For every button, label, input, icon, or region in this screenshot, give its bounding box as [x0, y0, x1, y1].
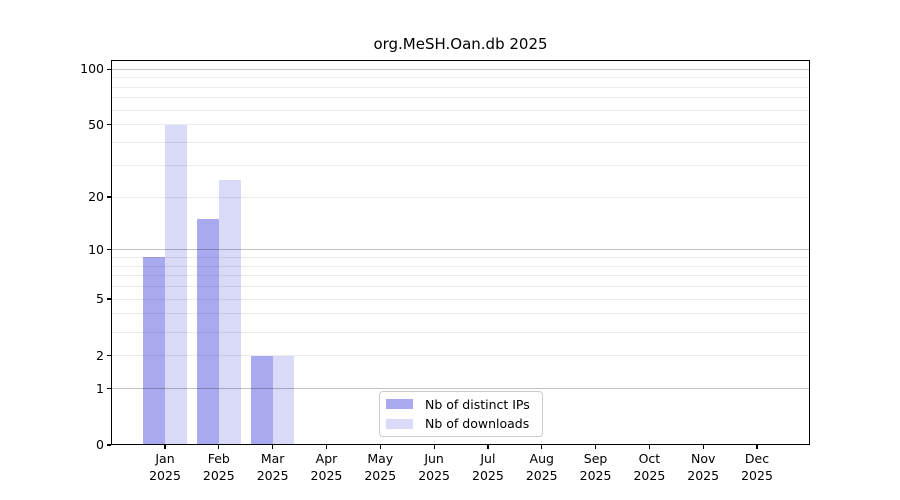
- y-tick-mark: [106, 354, 111, 357]
- y-tick-label: 50: [88, 116, 104, 132]
- x-tick-mark: [433, 445, 435, 449]
- x-tick-label-month: May: [367, 451, 394, 466]
- x-tick-label-year: 2025: [310, 468, 343, 483]
- grid-line-minor: [111, 124, 810, 126]
- y-tick-label: 100: [80, 61, 104, 77]
- grid-line-minor: [111, 298, 810, 300]
- x-tick-mark: [487, 445, 489, 449]
- x-tick-mark: [541, 445, 543, 449]
- grid-line-minor: [111, 265, 810, 267]
- x-tick-label-year: 2025: [579, 468, 612, 483]
- grid-line-minor: [111, 286, 810, 288]
- x-tick-label-month: Jun: [424, 451, 444, 466]
- x-tick-label: Aug 2025: [510, 450, 574, 484]
- grid-line-minor: [111, 77, 810, 79]
- grid-line-major: [111, 68, 810, 70]
- x-tick-mark: [756, 445, 758, 449]
- x-tick-label-month: Sep: [583, 451, 608, 466]
- x-tick-mark: [648, 445, 650, 449]
- x-tick-label-year: 2025: [472, 468, 504, 483]
- x-tick-label: May 2025: [348, 450, 412, 484]
- y-tick-mark: [106, 249, 111, 251]
- grid-line-minor: [111, 331, 810, 333]
- legend-swatch-distinct-ips: [386, 399, 413, 410]
- x-tick-label: Jan 2025: [133, 450, 197, 484]
- x-tick-label-year: 2025: [525, 468, 558, 483]
- x-tick-label-month: Mar: [260, 451, 285, 466]
- x-tick-mark: [594, 445, 597, 449]
- y-tick-mark: [106, 196, 111, 198]
- x-tick-label-month: Jan: [155, 451, 175, 466]
- x-tick-label-year: 2025: [741, 468, 773, 483]
- x-tick-label: Jul 2025: [456, 450, 520, 484]
- x-tick-label-month: Apr: [315, 451, 338, 466]
- y-tick-mark: [106, 124, 111, 126]
- legend-item-downloads: Nb of downloads: [386, 416, 542, 431]
- grid-line-minor: [111, 109, 810, 111]
- grid-line-minor: [111, 275, 810, 277]
- grid-line-minor: [111, 313, 810, 315]
- y-tick-label: 2: [96, 347, 104, 363]
- x-tick-label: Feb 2025: [187, 450, 251, 484]
- x-tick-label: Oct 2025: [617, 450, 681, 484]
- grid-line-minor: [111, 164, 810, 166]
- x-tick-label-month: Nov: [690, 451, 716, 466]
- grid-line-minor: [111, 196, 810, 198]
- x-tick-label-year: 2025: [418, 468, 450, 483]
- y-tick-mark: [106, 387, 111, 390]
- y-tick-label: 10: [88, 241, 104, 257]
- y-tick-mark: [106, 68, 111, 70]
- grid-line-minor: [111, 256, 810, 258]
- x-tick-label: Dec 2025: [725, 450, 789, 484]
- x-tick-label-year: 2025: [687, 468, 720, 483]
- x-tick-label-month: Oct: [638, 451, 661, 466]
- x-tick-label-month: Feb: [207, 451, 230, 466]
- plot-area: [111, 60, 810, 445]
- bar-distinct-ips-feb: [197, 219, 219, 445]
- grid-line-minor: [111, 97, 810, 99]
- legend-swatch-downloads: [386, 418, 413, 429]
- x-tick-label-year: 2025: [149, 468, 181, 483]
- legend-label-distinct-ips: Nb of distinct IPs: [425, 396, 530, 412]
- y-tick-mark: [106, 444, 111, 446]
- grid-line-major: [111, 249, 810, 251]
- legend-label-downloads: Nb of downloads: [425, 416, 530, 432]
- y-tick-label: 5: [96, 291, 104, 307]
- x-tick-label-year: 2025: [202, 468, 235, 483]
- bar-downloads-mar: [272, 355, 295, 445]
- chart-title: org.MeSH.Oan.db 2025: [373, 35, 548, 53]
- y-tick-label: 1: [96, 380, 104, 396]
- grid-line-minor: [111, 86, 810, 88]
- x-tick-label: Mar 2025: [241, 450, 305, 484]
- x-tick-mark: [325, 445, 328, 449]
- x-tick-label: Jun 2025: [402, 450, 466, 484]
- y-tick-label: 20: [88, 189, 104, 205]
- bar-downloads-jan: [165, 124, 187, 445]
- x-tick-label-year: 2025: [364, 468, 397, 483]
- y-tick-mark: [106, 298, 111, 300]
- legend-item-distinct-ips: Nb of distinct IPs: [386, 397, 542, 412]
- x-tick-label-month: Jul: [480, 451, 496, 466]
- x-tick-label: Nov 2025: [671, 450, 735, 484]
- grid-line-major: [111, 387, 810, 390]
- grid-line-minor: [111, 355, 810, 357]
- grid-line-minor: [111, 142, 810, 144]
- x-tick-mark: [702, 445, 704, 449]
- y-tick-label: 0: [96, 437, 104, 452]
- bar-distinct-ips-mar: [250, 355, 273, 445]
- x-tick-label-month: Dec: [744, 451, 770, 466]
- x-tick-label: Sep 2025: [564, 450, 628, 484]
- x-tick-mark: [272, 445, 274, 449]
- bar-downloads-feb: [218, 179, 241, 445]
- x-tick-label: Apr 2025: [294, 450, 358, 484]
- bar-distinct-ips-jan: [143, 257, 165, 445]
- legend: Nb of distinct IPs Nb of downloads: [379, 391, 543, 437]
- x-tick-label-month: Aug: [529, 451, 554, 466]
- x-tick-mark: [164, 445, 166, 449]
- x-tick-mark: [218, 445, 220, 449]
- x-tick-label-year: 2025: [256, 468, 289, 483]
- x-tick-label-year: 2025: [633, 468, 666, 483]
- x-tick-mark: [379, 445, 381, 449]
